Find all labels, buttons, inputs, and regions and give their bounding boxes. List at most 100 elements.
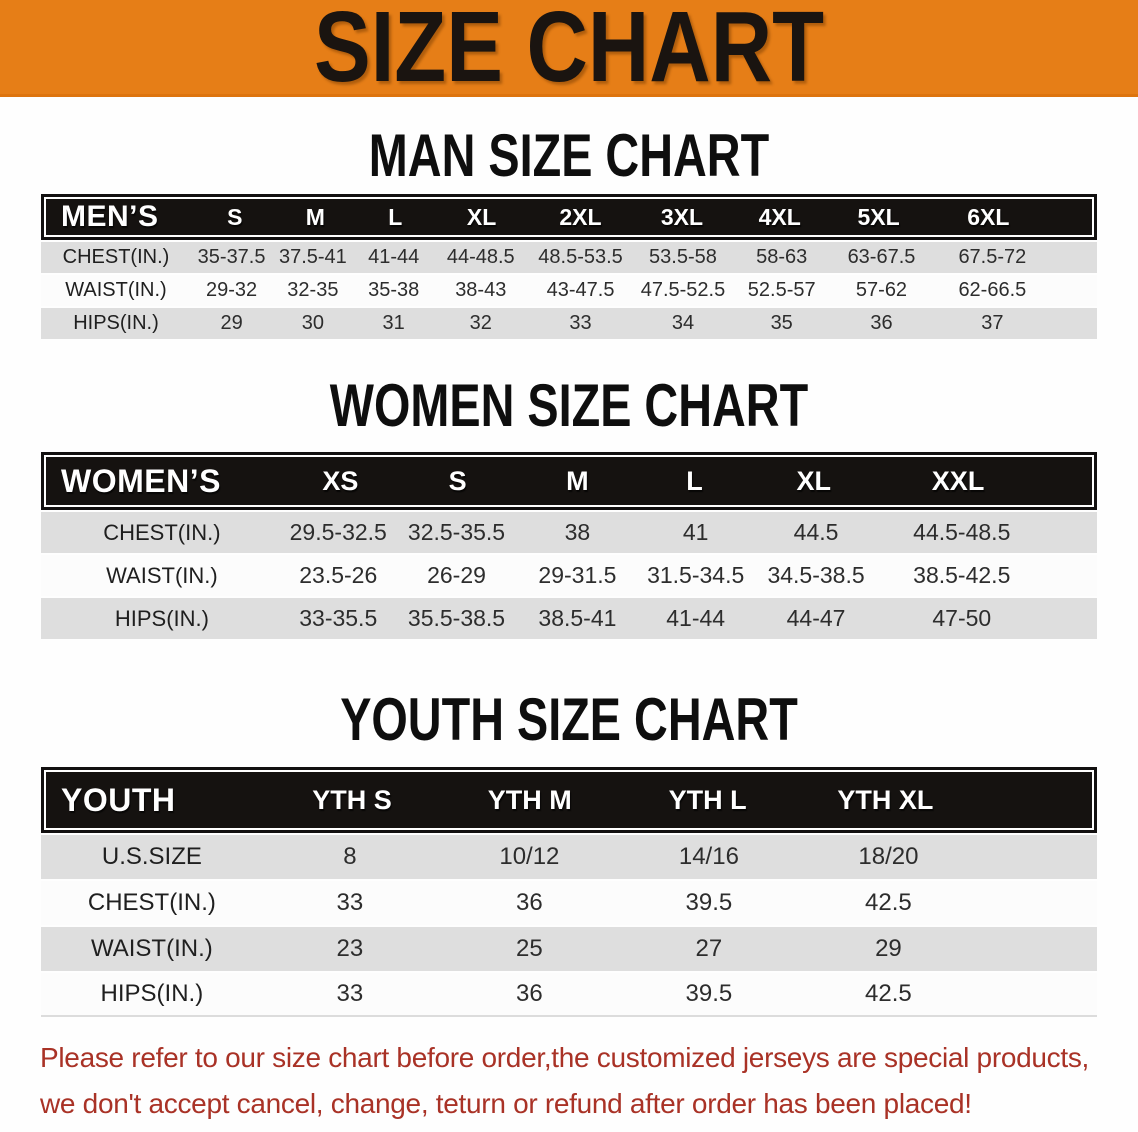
size-value-cell: 44-48.5 [446,246,515,268]
size-value-cell: 43-47.5 [546,279,615,301]
size-column-header: YTH L [668,784,747,815]
size-value-cell: 10/12 [499,843,560,870]
women-table-header-row: WOMEN’S XS S M L XL XXL [46,457,1092,505]
size-column-header: S [227,203,243,230]
size-value-cell: 42.5 [865,889,912,916]
spacer-cell [981,835,1097,879]
row-label: U.S.SIZE [101,843,202,870]
size-value-cell: 57-62 [855,279,908,301]
banner-title: SIZE CHART [314,0,824,103]
size-value-cell: 41 [682,519,709,545]
size-value-cell: 18/20 [858,843,919,870]
size-column-header: 5XL [857,203,900,230]
table-row: CHEST(IN.) 35-37.5 37.5-41 41-44 44-48.5… [41,242,1097,273]
size-value-cell: 23 [336,935,364,962]
size-value-cell: 36 [870,312,893,334]
table-row: U.S.SIZE 8 10/12 14/16 18/20 [41,835,1097,879]
size-value-cell: 44.5 [793,519,839,545]
size-value-cell: 25 [516,935,543,962]
size-value-cell: 44.5-48.5 [913,519,1011,545]
row-label: HIPS(IN.) [114,605,209,631]
row-label: CHEST(IN.) [62,246,170,268]
size-value-cell: 32-35 [287,279,339,301]
size-value-cell: 23.5-26 [299,562,378,588]
size-value-cell: 33 [336,980,364,1007]
youth-table-header-row: YOUTH YTH S YTH M YTH L YTH XL [46,772,1092,828]
size-value-cell: 47.5-52.5 [640,279,726,301]
size-value-cell: 47-50 [932,605,992,631]
table-row: CHEST(IN.) 33 36 39.5 42.5 [41,881,1097,925]
size-value-cell: 30 [301,312,324,334]
size-value-cell: 35.5-38.5 [407,605,506,631]
youth-table-header-frame: YOUTH YTH S YTH M YTH L YTH XL [41,767,1097,833]
table-row: WAIST(IN.) 23.5-26 26-29 29-31.5 31.5-34… [41,555,1097,596]
spacer-cell [1047,512,1097,553]
size-value-cell: 62-66.5 [958,279,1027,301]
footer-notice: Please refer to our size chart before or… [40,1035,1100,1127]
size-value-cell: 36 [516,889,543,916]
table-row: WAIST(IN.) 29-32 32-35 35-38 38-43 43-47… [41,275,1097,306]
spacer-cell [981,973,1097,1015]
size-value-cell: 67.5-72 [958,246,1027,268]
size-column-header: YTH M [487,784,572,815]
women-table-header-frame: WOMEN’S XS S M L XL XXL [41,452,1097,510]
size-column-header: 2XL [559,203,602,230]
women-table-title-cell: WOMEN’S [61,462,221,499]
table-row: CHEST(IN.) 29.5-32.5 32.5-35.5 38 41 44.… [41,512,1097,553]
table-row: HIPS(IN.) 29 30 31 32 33 34 35 36 37 [41,308,1097,339]
row-label: WAIST(IN.) [65,279,167,301]
size-value-cell: 42.5 [865,980,912,1007]
row-label: WAIST(IN.) [90,935,213,962]
men-table-header-frame: MEN’S S M L XL 2XL 3XL 4XL 5XL 6XL [41,194,1097,240]
women-size-table: WOMEN’S XS S M L XL XXL CHEST(IN.) 29.5-… [41,452,1097,639]
size-column-header: S [448,465,467,496]
size-value-cell: 37.5-41 [278,246,347,268]
size-value-cell: 41-44 [666,605,726,631]
size-column-header: 6XL [967,203,1010,230]
size-value-cell: 31 [382,312,405,334]
size-column-header: YTH S [312,784,392,815]
size-column-header: 3XL [660,203,704,230]
size-column-header: L [388,203,403,230]
spacer-cell [1053,242,1097,273]
men-section-heading: MAN SIZE CHART [368,122,770,189]
size-column-header: M [566,465,589,496]
size-value-cell: 29 [220,312,243,334]
size-value-cell: 38.5-42.5 [913,562,1011,588]
spacer-cell [1047,555,1097,596]
size-value-cell: 44-47 [786,605,846,631]
spacer-cell [981,881,1097,925]
row-label: HIPS(IN.) [100,980,204,1007]
table-row: WAIST(IN.) 23 25 27 29 [41,927,1097,971]
size-value-cell: 29 [875,935,902,962]
youth-table-title-cell: YOUTH [61,781,176,818]
size-value-cell: 31.5-34.5 [647,562,745,588]
row-label: HIPS(IN.) [73,312,159,334]
size-value-cell: 63-67.5 [847,246,916,268]
spacer-cell [1053,275,1097,306]
size-value-cell: 35-37.5 [197,246,266,268]
size-value-cell: 29-32 [206,279,258,301]
spacer-cell [1047,598,1097,639]
size-value-cell: 38.5-41 [538,605,617,631]
size-value-cell: 34.5-38.5 [767,562,865,588]
spacer-cell [981,927,1097,971]
size-value-cell: 32 [469,312,492,334]
size-column-header: XL [466,203,497,230]
size-value-cell: 39.5 [685,889,733,916]
spacer-cell [1053,308,1097,339]
size-value-cell: 33 [336,889,364,916]
notice-line-2: we don't accept cancel, change, teturn o… [40,1088,972,1119]
size-value-cell: 32.5-35.5 [407,519,506,545]
size-value-cell: 39.5 [685,980,733,1007]
row-label: CHEST(IN.) [103,519,221,545]
size-value-cell: 48.5-53.5 [538,246,623,268]
size-value-cell: 52.5-57 [747,279,816,301]
size-value-cell: 29-31.5 [538,562,617,588]
row-label: WAIST(IN.) [106,562,218,588]
size-value-cell: 41-44 [368,246,420,268]
size-value-cell: 29.5-32.5 [289,519,387,545]
size-value-cell: 35 [770,312,793,334]
size-column-header: XS [322,465,359,496]
